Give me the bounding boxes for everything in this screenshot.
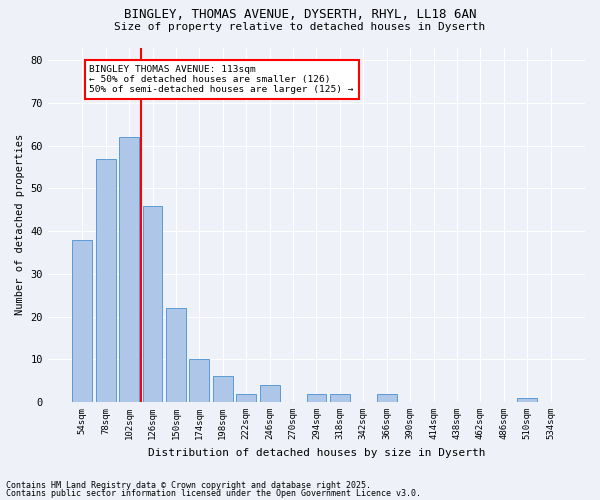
Text: Contains public sector information licensed under the Open Government Licence v3: Contains public sector information licen… <box>6 488 421 498</box>
Text: BINGLEY THOMAS AVENUE: 113sqm
← 50% of detached houses are smaller (126)
50% of : BINGLEY THOMAS AVENUE: 113sqm ← 50% of d… <box>89 64 354 94</box>
Text: Size of property relative to detached houses in Dyserth: Size of property relative to detached ho… <box>115 22 485 32</box>
Y-axis label: Number of detached properties: Number of detached properties <box>15 134 25 316</box>
Bar <box>143 206 163 402</box>
Text: BINGLEY, THOMAS AVENUE, DYSERTH, RHYL, LL18 6AN: BINGLEY, THOMAS AVENUE, DYSERTH, RHYL, L… <box>124 8 476 20</box>
Bar <box>166 308 186 402</box>
Bar <box>330 394 350 402</box>
Bar <box>307 394 326 402</box>
Bar <box>213 376 233 402</box>
Bar <box>236 394 256 402</box>
X-axis label: Distribution of detached houses by size in Dyserth: Distribution of detached houses by size … <box>148 448 485 458</box>
Bar <box>73 240 92 402</box>
Bar <box>190 360 209 402</box>
Bar <box>377 394 397 402</box>
Bar <box>119 137 139 402</box>
Bar <box>96 158 116 402</box>
Bar <box>260 385 280 402</box>
Bar <box>517 398 537 402</box>
Text: Contains HM Land Registry data © Crown copyright and database right 2025.: Contains HM Land Registry data © Crown c… <box>6 481 371 490</box>
